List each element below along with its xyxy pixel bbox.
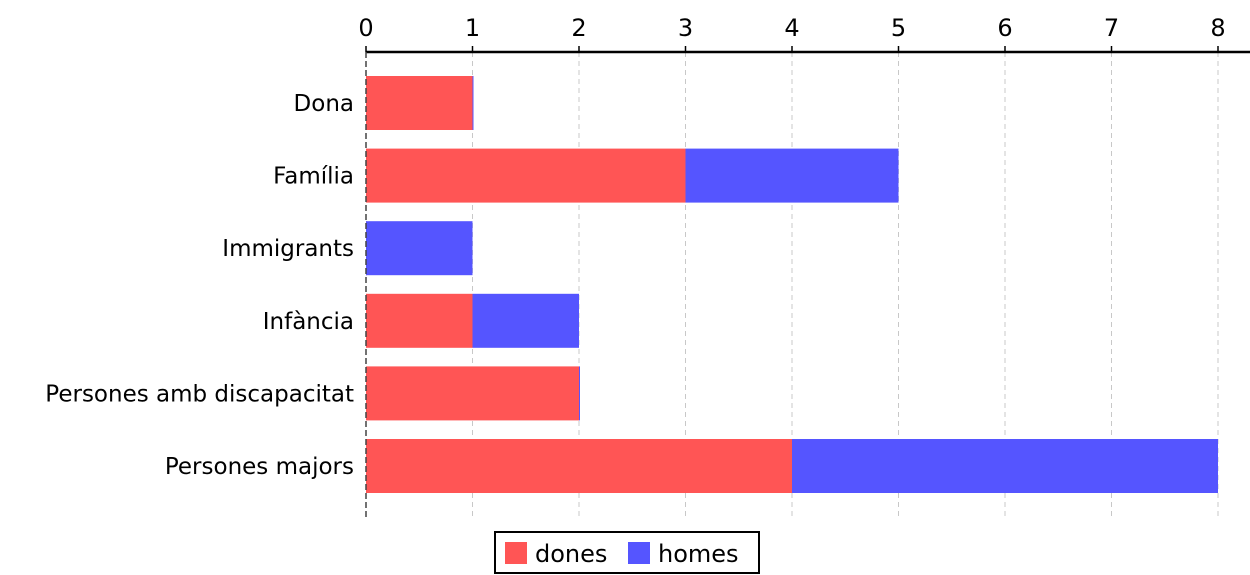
bar-homes-4: [579, 366, 580, 421]
x-tick-label: 8: [1210, 14, 1225, 42]
bar-dones-3: [366, 293, 473, 348]
x-tick-label: 3: [678, 14, 693, 42]
bar-homes-3: [472, 293, 579, 348]
legend-label-dones: dones: [535, 540, 607, 568]
bar-dones-1: [366, 148, 686, 203]
bar-dones-4: [366, 366, 579, 421]
bar-homes-5: [792, 439, 1218, 493]
category-label: Persones amb discapacitat: [45, 381, 354, 407]
legend: dones homes: [494, 531, 760, 574]
legend-swatch-dones: [505, 542, 527, 564]
category-label: Persones majors: [165, 454, 354, 480]
category-labels: Dona Família Immigrants Infància Persones am…: [45, 91, 354, 480]
bar-homes-2: [366, 221, 473, 276]
x-tick-label: 5: [891, 14, 906, 42]
bar-homes-0: [472, 76, 474, 130]
category-label: Infància: [263, 309, 354, 335]
legend-label-homes: homes: [658, 540, 739, 568]
bar-dones-0: [366, 76, 473, 130]
x-tick-label: 6: [997, 14, 1012, 42]
x-tick-label: 0: [358, 14, 373, 42]
category-label: Família: [273, 164, 354, 190]
x-tick-label: 4: [784, 14, 799, 42]
x-tick-label: 2: [571, 14, 586, 42]
x-tick-label: 7: [1104, 14, 1119, 42]
category-label: Immigrants: [222, 236, 354, 262]
category-label: Dona: [294, 91, 354, 117]
legend-swatch-homes: [628, 542, 650, 564]
bar-dones-5: [366, 439, 792, 493]
x-axis: 0 1 2 3 4 5 6 7 8: [358, 14, 1250, 517]
legend-box: [494, 531, 760, 574]
bars: [366, 76, 1218, 493]
bar-homes-1: [685, 148, 899, 203]
x-tick-label: 1: [465, 14, 480, 42]
